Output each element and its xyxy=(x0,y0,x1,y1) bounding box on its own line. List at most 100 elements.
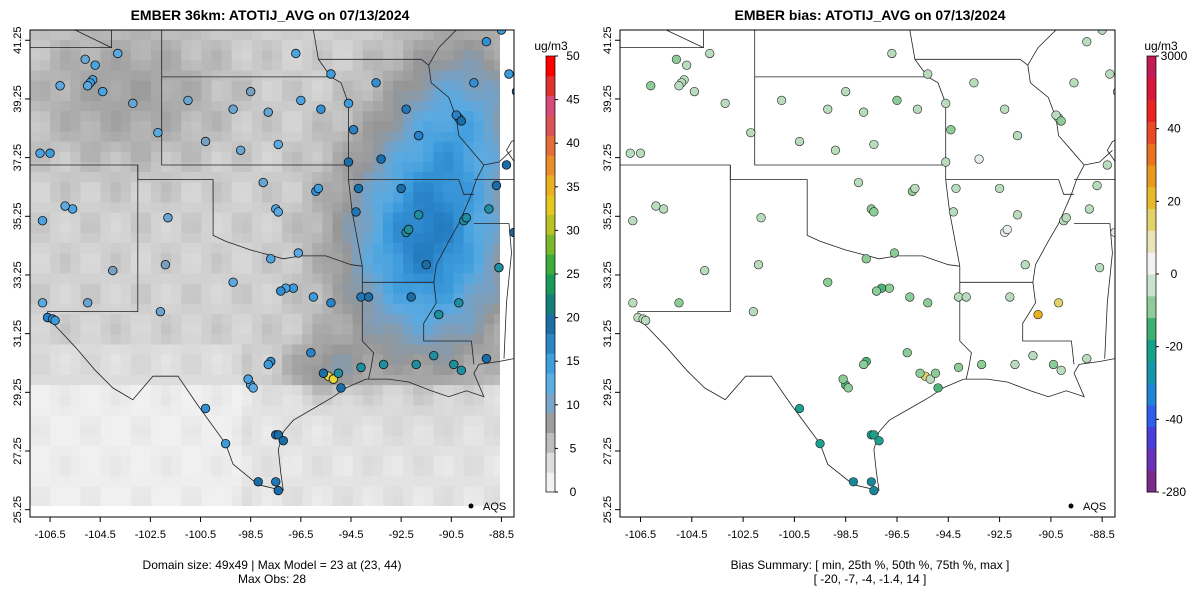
model-grid-cell xyxy=(393,324,404,335)
model-grid-cell xyxy=(70,70,82,82)
model-grid-cell xyxy=(302,273,313,285)
model-grid-cell xyxy=(50,253,61,264)
model-grid-cell xyxy=(60,415,71,427)
model-grid-cell xyxy=(282,40,293,51)
model-grid-cell xyxy=(483,151,495,163)
model-grid-cell xyxy=(171,466,182,478)
model-grid-cell xyxy=(90,496,102,508)
model-grid-cell xyxy=(473,192,485,204)
model-grid-cell xyxy=(403,80,414,92)
model-grid-cell xyxy=(191,161,203,173)
model-grid-cell xyxy=(171,131,182,143)
model-grid-cell xyxy=(100,303,112,315)
model-grid-cell xyxy=(60,232,71,244)
model-grid-cell xyxy=(161,80,172,92)
model-grid-cell xyxy=(403,415,414,427)
model-grid-cell xyxy=(191,395,203,406)
model-grid-cell xyxy=(70,141,82,153)
model-grid-cell xyxy=(110,385,122,396)
model-grid-cell xyxy=(181,121,192,133)
model-grid-cell xyxy=(372,415,384,427)
state-border-line xyxy=(1074,139,1115,180)
model-grid-cell xyxy=(483,222,495,234)
y-tick-label: 31.25 xyxy=(12,320,24,348)
model-grid-cell xyxy=(140,374,152,386)
y-tick-label: 29.25 xyxy=(602,379,614,407)
state-border-line xyxy=(914,58,1029,66)
model-grid-cell xyxy=(362,466,374,478)
model-grid-cell xyxy=(90,445,102,457)
model-grid-cell xyxy=(181,344,192,356)
model-grid-cell xyxy=(483,374,495,386)
model-grid-cell xyxy=(40,334,51,346)
model-grid-cell xyxy=(171,445,182,457)
model-grid-cell xyxy=(483,364,495,376)
model-grid-cell xyxy=(130,60,142,72)
model-grid-cell xyxy=(140,232,152,244)
state-border-line xyxy=(473,223,512,359)
model-grid-cell xyxy=(443,151,455,163)
model-grid-cell xyxy=(433,243,445,254)
colorbar-tick-label: -280 xyxy=(1162,485,1186,499)
y-tick-label: 27.25 xyxy=(602,437,614,465)
model-grid-cell xyxy=(251,273,263,285)
model-grid-cell xyxy=(423,80,434,92)
model-grid-cell xyxy=(342,50,354,62)
model-grid-cell xyxy=(90,456,102,467)
model-grid-cell xyxy=(423,151,434,163)
model-grid-cell xyxy=(443,131,455,143)
model-grid-cell xyxy=(443,415,455,427)
model-grid-cell xyxy=(272,466,283,478)
model-grid-cell xyxy=(312,222,324,234)
model-grid-cell xyxy=(161,60,172,72)
model-grid-cell xyxy=(251,80,263,92)
aqs-station-marker xyxy=(353,183,364,194)
model-grid-cell xyxy=(90,172,102,183)
model-grid-cell xyxy=(60,303,71,315)
model-grid-cell xyxy=(130,232,142,244)
model-grid-cell xyxy=(90,364,102,376)
model-grid-cell xyxy=(50,496,61,508)
aqs-bias-marker xyxy=(969,78,979,88)
model-grid-cell xyxy=(40,364,51,376)
model-grid-cell xyxy=(221,374,233,386)
model-grid-cell xyxy=(80,70,92,82)
aqs-station-marker xyxy=(481,37,492,47)
model-grid-cell xyxy=(40,344,51,356)
model-grid-cell xyxy=(403,324,414,335)
model-grid-cell xyxy=(413,182,424,193)
model-grid-cell xyxy=(100,131,112,143)
model-grid-cell xyxy=(161,303,172,315)
model-grid-cell xyxy=(332,496,344,508)
model-grid-cell xyxy=(312,496,324,508)
aqs-bias-marker xyxy=(651,201,661,211)
colorbar-segment xyxy=(1147,361,1156,384)
model-grid-cell xyxy=(50,151,61,163)
model-grid-cell xyxy=(70,182,82,193)
model-grid-cell xyxy=(403,141,414,153)
model-grid-cell xyxy=(251,202,263,214)
model-grid-cell xyxy=(372,486,384,498)
model-grid-cell xyxy=(181,202,192,214)
model-grid-cell xyxy=(171,364,182,376)
model-grid-cell xyxy=(483,415,495,427)
model-grid-cell xyxy=(342,80,354,92)
model-grid-cell xyxy=(221,395,233,406)
aqs-bias-marker xyxy=(859,359,869,370)
model-grid-cell xyxy=(352,405,364,417)
model-grid-cell xyxy=(433,496,445,508)
x-tick-label: -88.5 xyxy=(489,529,514,541)
model-grid-cell xyxy=(463,151,475,163)
model-grid-cell xyxy=(241,263,253,275)
model-grid-cell xyxy=(231,131,243,143)
model-grid-cell xyxy=(413,354,424,366)
model-grid-cell xyxy=(282,60,293,72)
model-grid-cell xyxy=(423,344,434,356)
model-grid-cell xyxy=(272,212,283,224)
model-grid-cell xyxy=(342,222,354,234)
model-grid-cell xyxy=(342,40,354,51)
model-grid-cell xyxy=(70,283,82,295)
model-grid-cell xyxy=(362,273,374,285)
aqs-bias-marker xyxy=(941,157,951,167)
model-grid-cell xyxy=(413,232,424,244)
